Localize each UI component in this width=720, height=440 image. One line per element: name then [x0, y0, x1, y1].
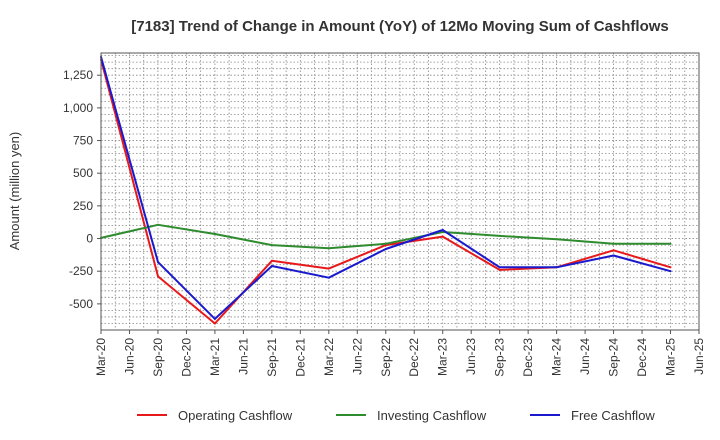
x-tick-label: Dec-23	[521, 338, 535, 377]
legend-label-free-cashflow: Free Cashflow	[571, 408, 655, 423]
x-tick-label: Dec-20	[179, 338, 193, 377]
y-tick-label: 500	[73, 166, 93, 180]
x-tick-label: Dec-21	[293, 338, 307, 377]
free-cashflow-point	[612, 254, 615, 257]
investing-cashflow-point	[270, 244, 273, 247]
grid	[100, 53, 699, 330]
free-cashflow-point	[669, 270, 672, 273]
y-axis-ticks: -500 -250 0 250 500 750 1,000 1,250	[63, 68, 101, 311]
x-tick-label: Mar-20	[94, 338, 108, 376]
legend: Operating Cashflow Investing Cashflow Free…	[137, 408, 655, 423]
x-tick-label: Sep-20	[151, 338, 165, 377]
x-tick-label: Sep-22	[379, 338, 393, 377]
investing-cashflow-point	[384, 242, 387, 245]
x-tick-label: Mar-25	[664, 338, 678, 376]
free-cashflow-point	[441, 229, 444, 231]
operating-cashflow-point	[498, 268, 501, 271]
investing-cashflow-point	[555, 238, 558, 241]
investing-cashflow-point	[327, 247, 330, 250]
x-tick-label: Jun-20	[122, 338, 136, 375]
x-tick-label: Jun-25	[692, 338, 706, 375]
operating-cashflow-point	[213, 322, 216, 325]
x-tick-label: Jun-22	[350, 338, 364, 375]
x-tick-label: Dec-24	[635, 338, 649, 377]
x-tick-label: Mar-22	[322, 338, 336, 376]
y-axis-label: Amount (million yen)	[7, 132, 22, 251]
x-axis-ticks: Mar-20 Jun-20 Sep-20 Dec-20 Mar-21 Jun-21 Sep-…	[94, 330, 706, 377]
y-tick-label: 1,250	[63, 68, 93, 82]
free-cashflow-point	[555, 266, 558, 269]
y-tick-label: -500	[69, 297, 93, 311]
series-lines	[100, 55, 672, 325]
operating-cashflow-point	[612, 249, 615, 252]
chart-title: [7183] Trend of Change in Amount (YoY) o…	[131, 18, 669, 35]
x-tick-label: Sep-24	[607, 338, 621, 377]
free-cashflow-point	[213, 317, 216, 320]
free-cashflow-point	[498, 266, 501, 269]
operating-cashflow-point	[327, 267, 330, 270]
x-tick-label: Sep-23	[493, 338, 507, 377]
investing-cashflow-point	[498, 234, 501, 237]
investing-cashflow-point	[213, 233, 216, 235]
free-cashflow-point	[270, 265, 273, 267]
operating-cashflow-point	[441, 235, 444, 238]
operating-cashflow-point	[669, 266, 672, 269]
investing-cashflow-point	[612, 242, 615, 245]
x-tick-label: Jun-21	[236, 338, 250, 375]
legend-label-investing-cashflow: Investing Cashflow	[377, 408, 487, 423]
investing-cashflow-point	[157, 223, 159, 226]
x-tick-label: Dec-22	[407, 338, 421, 377]
free-cashflow-point	[327, 276, 330, 279]
x-tick-label: Jun-23	[464, 338, 478, 375]
investing-cashflow-point	[669, 242, 672, 245]
x-tick-label: Jun-24	[578, 338, 592, 375]
operating-cashflow-point	[270, 259, 273, 262]
x-tick-label: Mar-21	[208, 338, 222, 376]
free-cashflow-point	[384, 248, 387, 250]
x-tick-label: Mar-23	[436, 338, 450, 376]
y-tick-label: 750	[73, 134, 93, 148]
y-tick-label: -250	[69, 264, 93, 278]
x-tick-label: Sep-21	[265, 338, 279, 377]
legend-label-operating-cashflow: Operating Cashflow	[178, 408, 293, 423]
y-tick-label: 1,000	[63, 101, 93, 115]
free-cashflow-point	[157, 261, 159, 264]
operating-cashflow-point	[157, 275, 159, 278]
y-tick-label: 250	[73, 199, 93, 213]
x-tick-label: Mar-24	[550, 338, 564, 376]
plot-area	[100, 52, 700, 331]
y-tick-label: 0	[86, 232, 93, 246]
